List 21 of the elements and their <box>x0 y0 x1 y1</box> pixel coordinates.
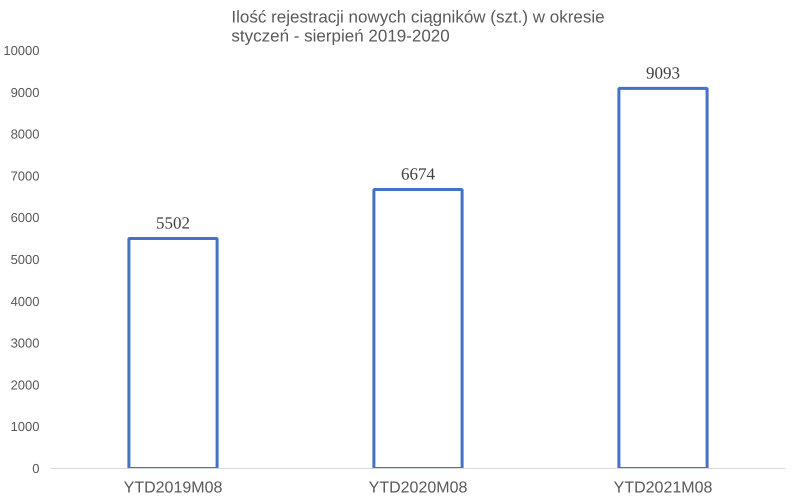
bar <box>617 86 709 468</box>
data-label: 5502 <box>156 214 190 233</box>
y-tick-label: 2000 <box>10 377 40 392</box>
y-tick-label: 3000 <box>10 336 40 351</box>
x-tick-label: YTD2021M08 <box>614 480 712 496</box>
data-label: 6674 <box>401 164 436 184</box>
y-tick-label: 8000 <box>10 126 40 142</box>
y-tick-label: 7000 <box>10 168 40 184</box>
x-tick-label: YTD2019M08 <box>124 480 222 496</box>
chart-title: Ilość rejestracji nowych ciągników (szt.) w okresie styczeń - sierpień 2019-2020 <box>231 8 605 46</box>
y-tick-label: 4000 <box>10 294 40 309</box>
x-tick-label: YTD2020M08 <box>368 480 468 496</box>
y-tick-label: 0 <box>32 461 40 476</box>
bar <box>127 237 219 468</box>
bar <box>372 188 464 468</box>
y-tick-label: 1000 <box>10 419 40 434</box>
y-tick-label: 10000 <box>3 43 40 58</box>
y-tick-label: 5000 <box>10 252 40 267</box>
data-label: 9093 <box>646 63 680 82</box>
y-tick-label: 6000 <box>10 210 40 226</box>
y-tick-label: 9000 <box>10 84 40 100</box>
